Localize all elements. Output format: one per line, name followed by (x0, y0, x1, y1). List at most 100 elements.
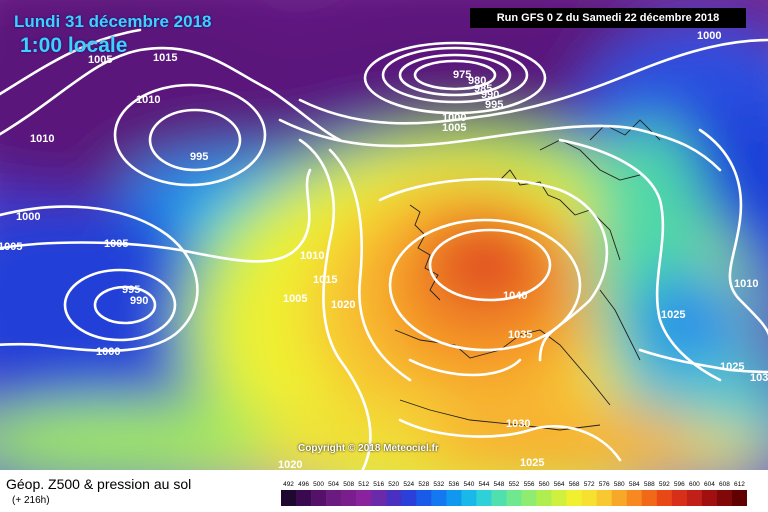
isobar-label: 1000 (697, 30, 721, 42)
scale-swatch (386, 490, 402, 506)
scale-swatch (596, 490, 613, 506)
isobar-label: 1035 (508, 329, 532, 341)
scale-tick-label: 580 (614, 481, 625, 488)
scale-tick-label: 524 (403, 481, 414, 488)
scale-tick-label: 608 (719, 481, 730, 488)
scale-swatch (431, 490, 447, 506)
isobar-label: 1020 (331, 299, 355, 311)
scale-swatch (656, 490, 673, 506)
scale-swatch (641, 490, 658, 506)
isobar-label: 1010 (734, 278, 758, 290)
scale-tick-label: 556 (524, 481, 535, 488)
isobar-label: 1015 (153, 52, 177, 64)
isobar-label: 995 (485, 99, 503, 111)
scale-tick-label: 548 (494, 481, 505, 488)
scale-swatch (326, 490, 342, 506)
scale-swatch (521, 490, 537, 506)
scale-swatch (536, 490, 552, 506)
forecast-time: 1:00 locale (20, 34, 128, 57)
isobar-label: 990 (481, 89, 499, 101)
scale-swatch (491, 490, 507, 506)
isobar-label: 1020 (278, 459, 302, 470)
scale-tick-label: 504 (328, 481, 339, 488)
isobar-label: 1005 (442, 122, 466, 134)
scale-swatch (506, 490, 522, 506)
scale-swatch (296, 490, 312, 506)
scale-swatch (701, 490, 718, 506)
map-canvas: 1005 1015 1010 1010 995 975 980 985 990 … (0, 0, 768, 470)
isobar-label: 1005 (104, 238, 128, 250)
scale-tick-label: 540 (463, 481, 474, 488)
scale-swatch (401, 490, 417, 506)
scale-swatch (551, 490, 567, 506)
isobar-label: 1015 (313, 274, 337, 286)
isobar-label: 1005 (88, 54, 112, 66)
isobar-label: 1025 (661, 309, 685, 321)
scale-swatch (686, 490, 703, 506)
isobar-label: 995 (122, 284, 140, 296)
scale-tick-label: 492 (283, 481, 294, 488)
isobar-labels: 1005 1015 1010 1010 995 975 980 985 990 … (0, 30, 768, 470)
isobar-label: 1025 (520, 457, 544, 469)
isobar-label: 995 (190, 151, 208, 163)
scale-swatch (581, 490, 597, 506)
scale-tick-label: 516 (373, 481, 384, 488)
isobar-label: 1005 (283, 293, 307, 305)
scale-tick-label: 496 (298, 481, 309, 488)
scale-swatch (356, 490, 372, 506)
scale-swatch (626, 490, 643, 506)
scale-swatch (476, 490, 492, 506)
isobar-label: 1000 (442, 112, 466, 124)
scale-swatch (416, 490, 432, 506)
scale-tick-label: 552 (509, 481, 520, 488)
scale-tick-label: 508 (343, 481, 354, 488)
scale-tick-label: 572 (584, 481, 595, 488)
forecast-date: Lundi 31 décembre 2018 (14, 12, 212, 31)
scale-swatch (446, 490, 462, 506)
scale-swatch (716, 490, 733, 506)
scale-tick-label: 500 (313, 481, 324, 488)
isobar-label: 1030 (506, 418, 530, 430)
scale-tick-label: 612 (734, 481, 745, 488)
map-title: Géop. Z500 & pression au sol (6, 476, 192, 492)
isobar-label: 990 (130, 295, 148, 307)
scale-tick-label: 588 (644, 481, 655, 488)
scale-tick-label: 600 (689, 481, 700, 488)
scale-tick-label: 512 (358, 481, 369, 488)
isobars (0, 28, 768, 470)
scale-tick-label: 536 (448, 481, 459, 488)
scale-swatch (731, 490, 747, 506)
scale-swatch (281, 490, 297, 506)
isobar-label: 985 (474, 83, 492, 95)
scale-swatch (611, 490, 628, 506)
isobar-label: 975 (453, 69, 471, 81)
scale-swatch (671, 490, 688, 506)
scale-tick-label: 584 (629, 481, 640, 488)
scale-tick-label: 544 (479, 481, 490, 488)
forecast-offset: (+ 216h) (12, 495, 50, 506)
color-scale: 492 496 500 504 508 512 516 520 524 528 532 536 540 5… (281, 481, 747, 506)
scale-tick-label: 596 (674, 481, 685, 488)
scale-tick-label: 576 (599, 481, 610, 488)
isobar-label: 1040 (503, 290, 527, 302)
scale-tick-label: 568 (569, 481, 580, 488)
scale-tick-label: 560 (539, 481, 550, 488)
scale-swatch (566, 490, 582, 506)
scale-tick-label: 604 (704, 481, 715, 488)
scale-tick-label: 532 (433, 481, 444, 488)
scale-tick-label: 592 (659, 481, 670, 488)
isobar-label: 1000 (96, 346, 120, 358)
isobar-label: 1000 (16, 211, 40, 223)
scale-swatch (311, 490, 327, 506)
isobar-label: 1010 (136, 94, 160, 106)
isobar-label: 1010 (300, 250, 324, 262)
copyright-notice: Copyright © 2018 Meteociel.fr (298, 443, 439, 454)
scale-swatch (341, 490, 357, 506)
scale-swatch (371, 490, 387, 506)
model-run-label: Run GFS 0 Z du Samedi 22 décembre 2018 (470, 8, 746, 28)
isobar-label: 980 (468, 75, 486, 87)
scale-tick-label: 520 (388, 481, 399, 488)
isobar-label: 1025 (720, 361, 744, 373)
scale-swatch (461, 490, 477, 506)
